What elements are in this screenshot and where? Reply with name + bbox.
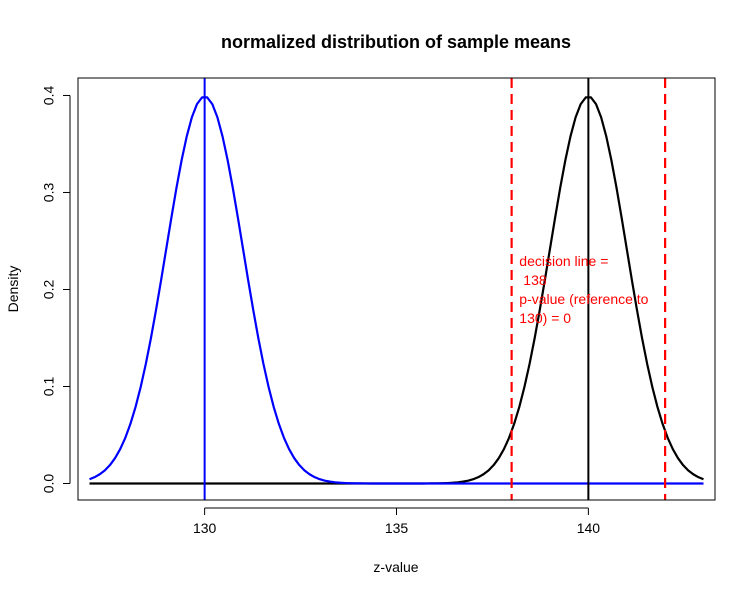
annotation-line: 138 <box>523 272 547 288</box>
plot-layer: 130 135 140 0.0 0.1 0.2 0.3 0.4 decision line = 1… <box>41 78 704 536</box>
plot-frame <box>77 77 716 501</box>
y-tick-label: 0.4 <box>41 86 57 106</box>
chart-title: normalized distribution of sample means <box>221 32 571 52</box>
annotation-line: decision line = <box>519 253 608 269</box>
x-tick-label: 130 <box>193 520 217 536</box>
plot-content <box>89 78 704 500</box>
y-axis-label: Density <box>5 266 21 313</box>
annotation-line: p-value (reference to <box>519 291 648 307</box>
x-axis-label: z-value <box>373 559 418 575</box>
blue-density-curve <box>89 96 704 485</box>
annotation-line: 130) = 0 <box>519 310 571 326</box>
x-tick-label: 140 <box>577 520 601 536</box>
y-tick-label: 0.3 <box>41 183 57 203</box>
y-tick-label: 0.0 <box>41 474 57 494</box>
x-tick-label: 135 <box>385 520 409 536</box>
y-tick-label: 0.2 <box>41 280 57 300</box>
y-tick-label: 0.1 <box>41 377 57 397</box>
